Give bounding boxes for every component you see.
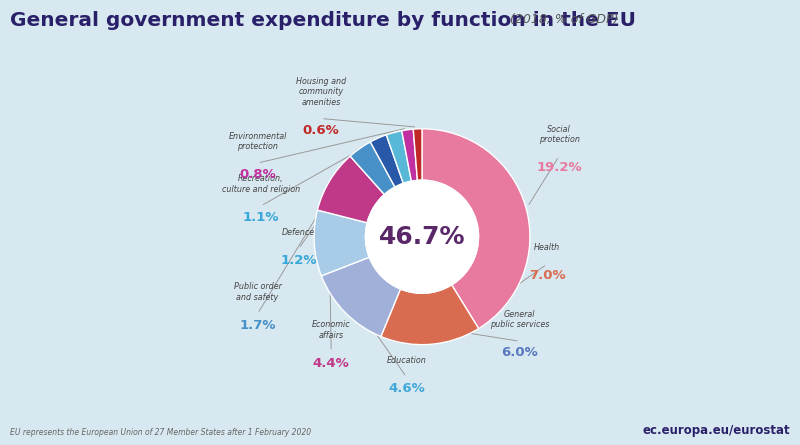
Text: Defence: Defence [282,228,315,237]
Text: 19.2%: 19.2% [536,162,582,174]
Text: 0.6%: 0.6% [302,124,339,137]
Wedge shape [370,135,403,187]
Text: Health: Health [534,243,560,252]
Text: Education: Education [386,356,426,365]
Text: 1.2%: 1.2% [280,254,317,267]
Text: 4.4%: 4.4% [313,356,350,370]
Wedge shape [322,257,401,336]
Wedge shape [314,210,370,276]
Wedge shape [318,156,384,223]
Text: General government expenditure by function in the EU: General government expenditure by functi… [10,11,636,30]
Text: EU represents the European Union of 27 Member States after 1 February 2020: EU represents the European Union of 27 M… [10,428,310,437]
Text: Housing and
community
amenities: Housing and community amenities [296,77,346,106]
Wedge shape [422,129,530,328]
Text: Recreation,
culture and religion: Recreation, culture and religion [222,174,300,194]
Text: Social
protection: Social protection [538,125,579,144]
Circle shape [366,180,478,293]
Text: Economic
affairs: Economic affairs [312,320,350,340]
Text: 1.1%: 1.1% [242,211,279,224]
Wedge shape [402,129,418,181]
Text: Public order
and safety: Public order and safety [234,283,282,302]
Wedge shape [386,131,411,183]
Wedge shape [381,285,478,344]
Text: ec.europa.eu/eurostat: ec.europa.eu/eurostat [642,424,790,437]
Text: 1.7%: 1.7% [239,319,276,332]
Text: Environmental
protection: Environmental protection [228,132,286,151]
Text: 0.8%: 0.8% [239,168,276,181]
Text: 4.6%: 4.6% [388,382,425,395]
Text: (2018, % of GDP): (2018, % of GDP) [510,13,618,26]
Text: 7.0%: 7.0% [529,269,566,282]
Text: 46.7%: 46.7% [378,225,466,249]
Text: General
public services: General public services [490,310,550,329]
Wedge shape [350,142,395,194]
Text: 6.0%: 6.0% [502,346,538,360]
Wedge shape [414,129,422,180]
